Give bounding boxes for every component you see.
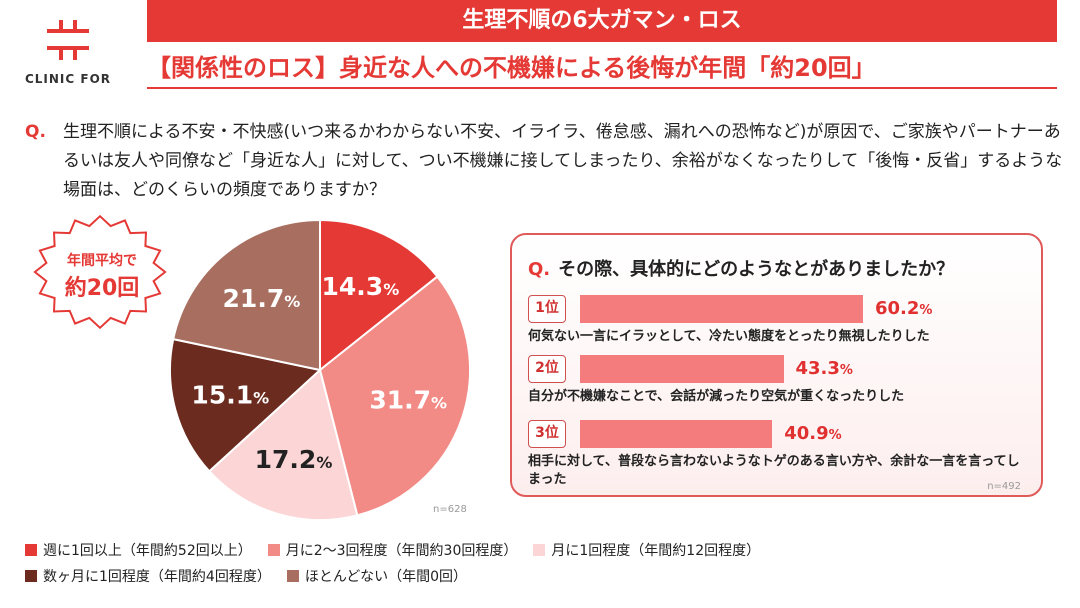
panel-question-text: その際、具体的にどのようなとがありましたか？ (558, 259, 955, 280)
detail-panel: Q. その際、具体的にどのようなとがありましたか？ 1位 60.2% 何気ない一言… (510, 233, 1043, 497)
legend-label: ほとんどない（年間0回） (304, 569, 468, 585)
question-text: 生理不順による不安・不快感(いつ来るかわからない不安、イライラ、倦怠感、漏れへの… (63, 122, 1063, 200)
legend-label: 月に1回程度（年間約12回程度） (551, 543, 761, 559)
panel-question: Q. その際、具体的にどのようなとがありましたか？ (528, 255, 954, 281)
bar (580, 355, 784, 383)
rank-badge: 1位 (528, 295, 566, 323)
page-subtitle: 【関係性のロス】身近な人への不機嫌による後悔が年間「約20回」 (147, 48, 1057, 89)
page-title: 生理不順の6大ガマン・ロス (147, 0, 1057, 42)
pie-slice (319, 218, 439, 373)
panel-question-mark: Q. (528, 259, 551, 280)
bar-category-label: 自分が不機嫌なことで、会話が減ったり空気が重くなったりした (528, 389, 905, 404)
badge-line2: 約20回 (64, 276, 140, 301)
legend-swatch (25, 570, 37, 582)
legend-swatch (25, 544, 37, 556)
pie-slice (169, 337, 323, 473)
legend-item: ほとんどない（年間0回） (286, 566, 468, 586)
average-badge: 年間平均で 約20回 (42, 232, 162, 312)
pie-slice (207, 368, 359, 521)
legend-swatch (286, 570, 299, 582)
legend-item: 数ヶ月に1回程度（年間約4回程度） (25, 566, 271, 586)
bar-value-label: 60.2% (874, 298, 933, 319)
pie-slice (318, 275, 471, 517)
legend-swatch (533, 544, 546, 556)
legend-item: 週に1回以上（年間約52回以上） (25, 540, 252, 560)
bar-category-label: 相手に対して、普段なら言わないようなトゲのある言い方や、余計な一言を言ってしまっ… (528, 454, 1020, 487)
panel-sample-size: n=492 (987, 481, 1021, 492)
bar (580, 420, 773, 448)
legend-item: 月に2〜3回程度（年間約30回程度） (267, 540, 518, 560)
legend-label: 数ヶ月に1回程度（年間約4回程度） (43, 569, 271, 585)
pie-slice (172, 218, 321, 372)
logo-text: CLINIC FOR (24, 72, 112, 86)
bar-category-label: 何気ない一言にイラッとして、冷たい態度をとったり無視したりした (528, 329, 930, 344)
bar-value-label: 40.9% (784, 423, 842, 444)
bar-value-label: 43.3% (795, 358, 853, 379)
legend-item: 月に1回程度（年間約12回程度） (533, 540, 760, 560)
legend-swatch (267, 544, 280, 556)
legend-label: 月に2〜3回程度（年間約30回程度） (285, 543, 518, 559)
question: Q. 生理不順による不安・不快感(いつ来るかわからない不安、イライラ、倦怠感、漏… (25, 118, 1065, 205)
pie-sample-size: n=628 (433, 504, 467, 515)
badge-line1: 年間平均で (67, 253, 137, 269)
legend-row-2: 数ヶ月に1回程度（年間約4回程度） ほとんどない（年間0回） (25, 566, 467, 586)
question-mark: Q. (25, 122, 46, 142)
badge-starburst (33, 214, 167, 330)
bar (580, 295, 863, 323)
clinic-for-logo-icon (47, 20, 89, 60)
logo: CLINIC FOR (18, 18, 118, 86)
rank-badge: 2位 (528, 355, 566, 383)
legend-label: 週に1回以上（年間約52回以上） (43, 543, 252, 559)
rank-badge: 3位 (528, 420, 566, 448)
legend-row-1: 週に1回以上（年間約52回以上） 月に2〜3回程度（年間約30回程度） 月に1回程度… (25, 540, 760, 560)
